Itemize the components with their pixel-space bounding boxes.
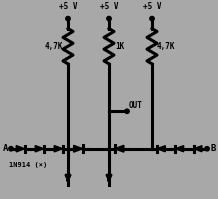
Text: +5 V: +5 V — [100, 2, 118, 11]
Polygon shape — [175, 146, 184, 152]
Polygon shape — [74, 145, 83, 152]
Text: 4,7K: 4,7K — [44, 42, 63, 51]
Text: 1K: 1K — [115, 42, 124, 51]
Text: 1N914 (×): 1N914 (×) — [9, 162, 47, 168]
Text: +5 V: +5 V — [59, 2, 77, 11]
Polygon shape — [35, 145, 44, 152]
Polygon shape — [115, 145, 124, 152]
Polygon shape — [157, 146, 165, 152]
Text: OUT: OUT — [129, 101, 143, 110]
Circle shape — [9, 146, 13, 151]
Polygon shape — [16, 145, 25, 152]
Circle shape — [66, 17, 70, 21]
Polygon shape — [194, 146, 202, 152]
Circle shape — [205, 146, 209, 151]
Text: 4,7K: 4,7K — [157, 42, 175, 51]
Polygon shape — [54, 145, 63, 152]
Text: +5 V: +5 V — [143, 2, 161, 11]
Text: A: A — [3, 144, 8, 153]
Circle shape — [107, 17, 111, 21]
Circle shape — [150, 17, 154, 21]
Text: B: B — [210, 144, 215, 153]
Circle shape — [125, 109, 129, 113]
